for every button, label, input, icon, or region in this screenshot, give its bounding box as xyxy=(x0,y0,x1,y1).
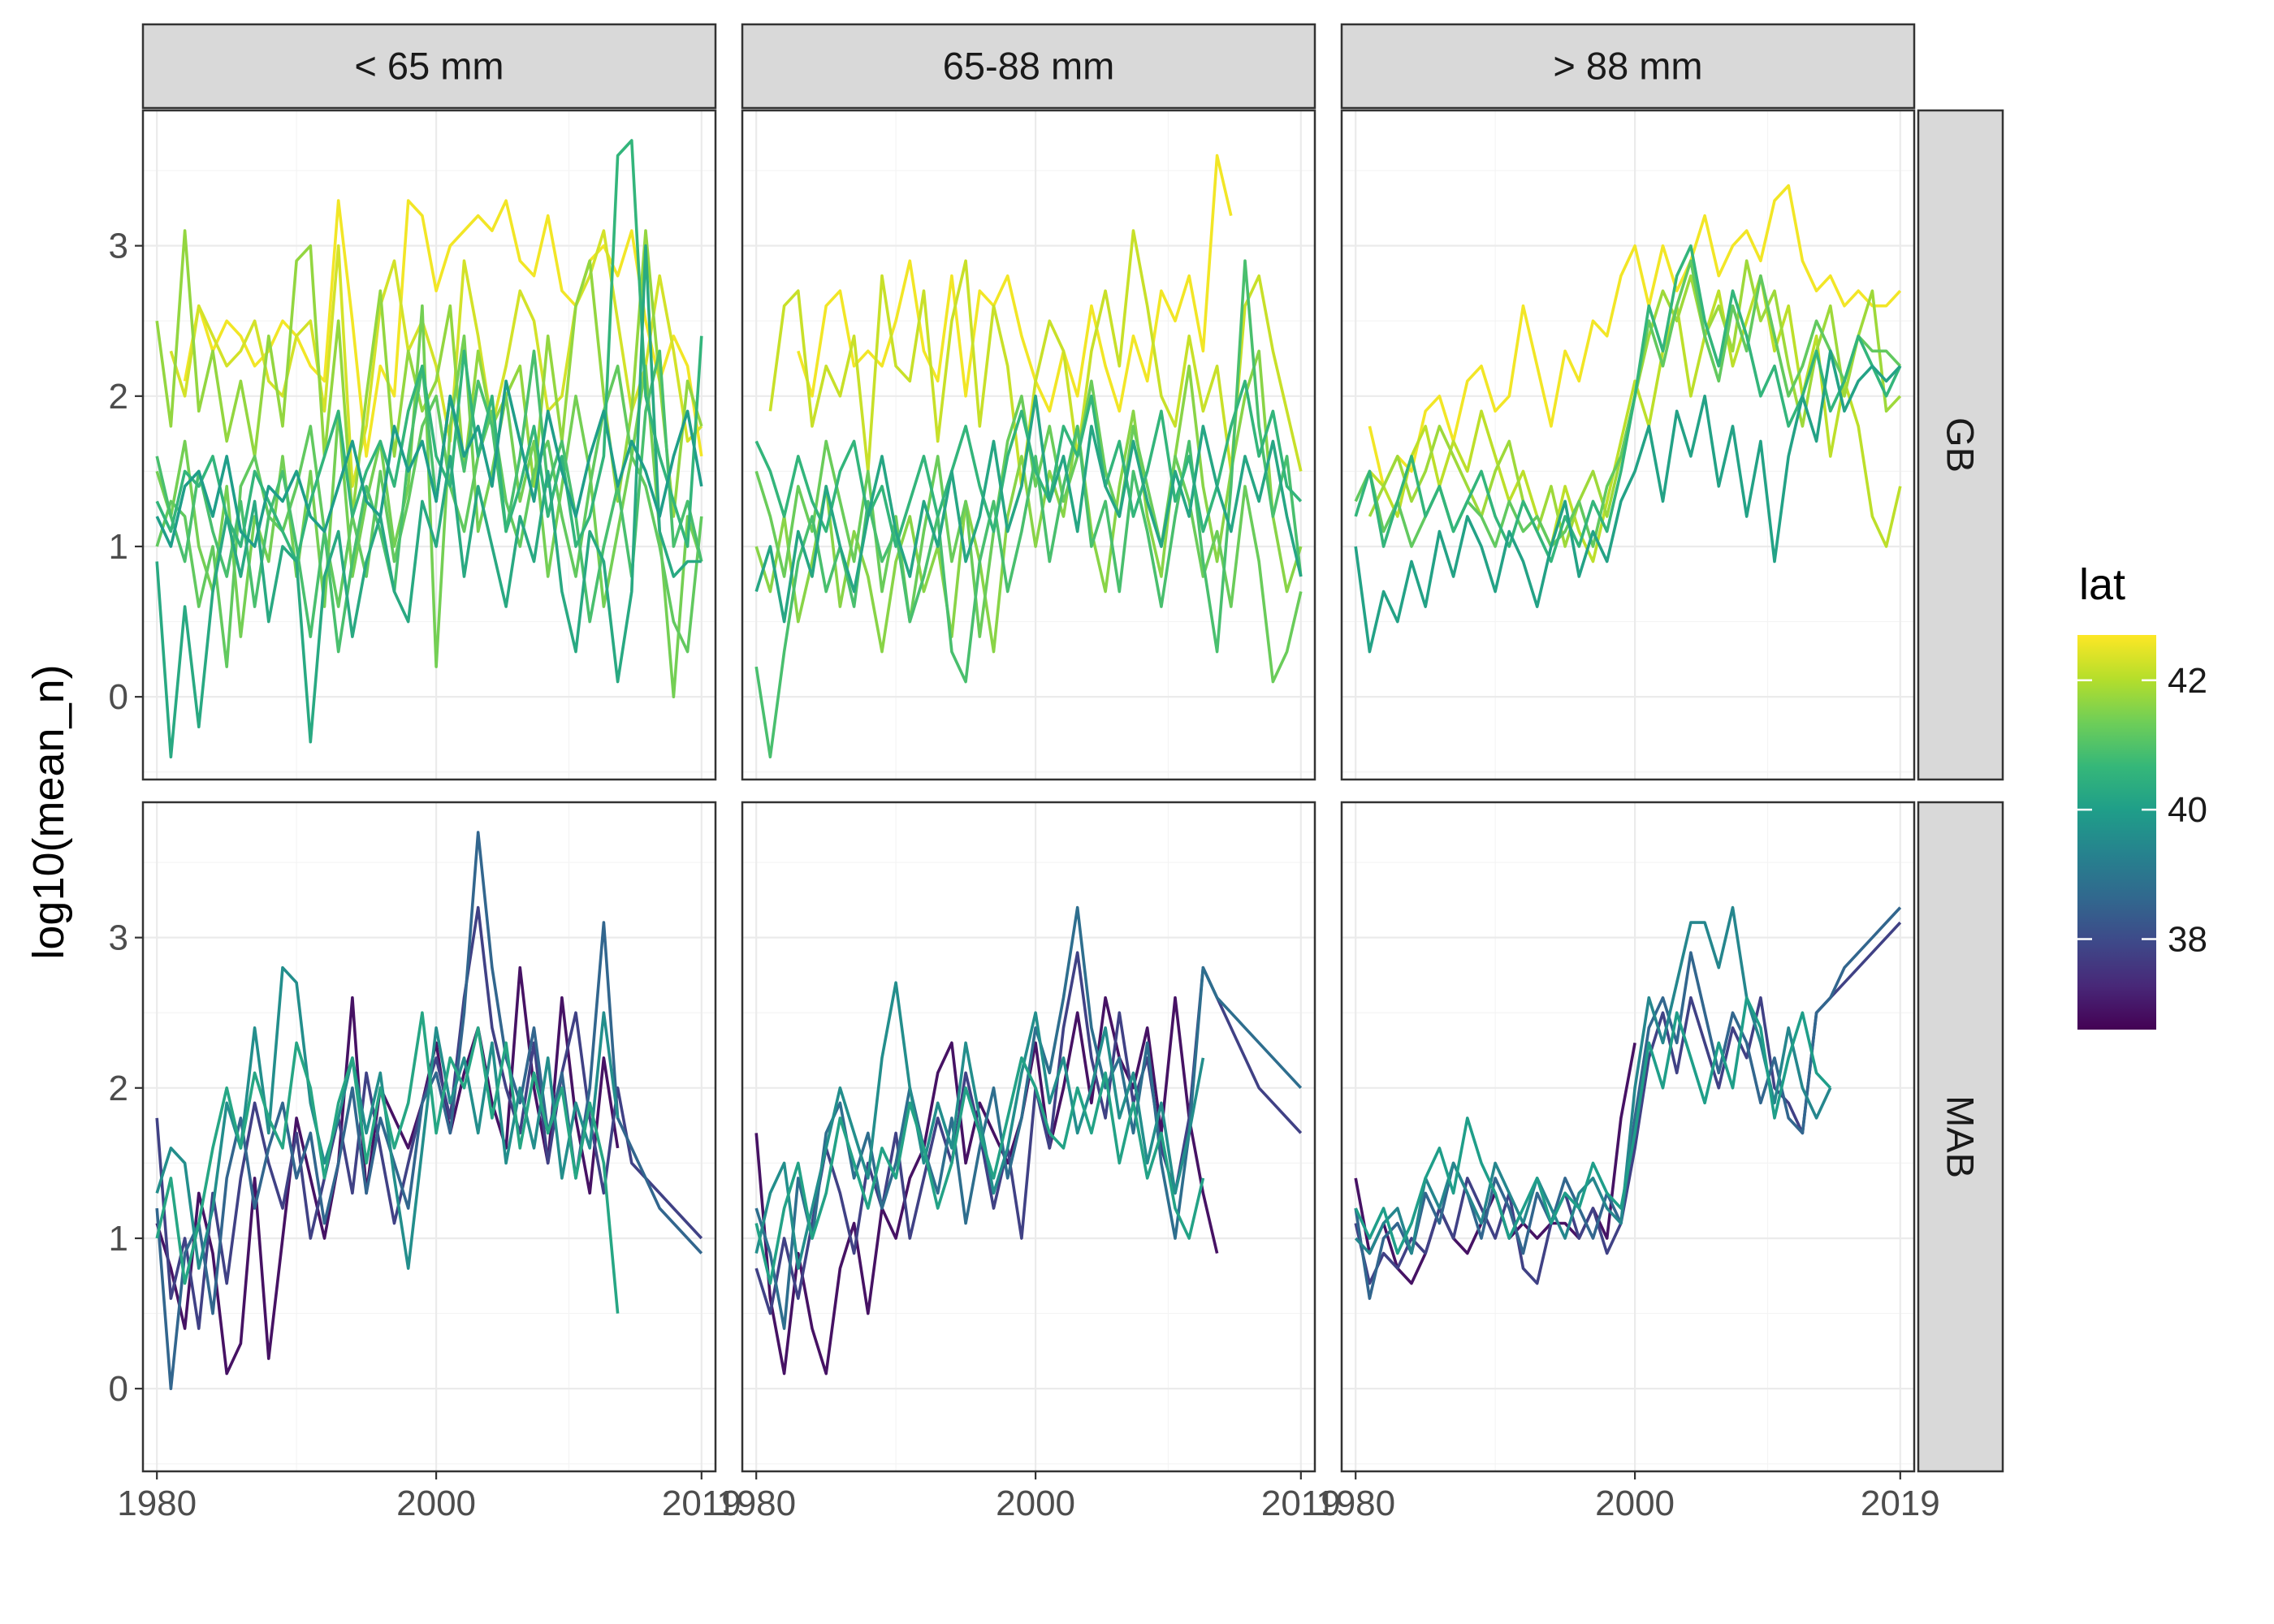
series-group xyxy=(155,139,703,759)
series-group xyxy=(1354,905,1902,1300)
series-line xyxy=(1354,349,1902,654)
series-line xyxy=(169,229,703,488)
color-legend: lat 38 40 42 xyxy=(2077,560,2207,1030)
series-group xyxy=(754,905,1303,1376)
panel xyxy=(741,109,1316,781)
legend-colorbar xyxy=(2077,635,2156,1030)
y-tick-label: 1 xyxy=(109,1219,128,1259)
panel xyxy=(741,801,1316,1473)
y-tick-label: 0 xyxy=(109,1369,128,1409)
facet-row-label: GB xyxy=(1939,417,1982,473)
facet-strip-column: 65-88 mm xyxy=(741,23,1316,110)
panel-border xyxy=(741,109,1316,781)
series-line xyxy=(1368,184,1902,488)
series-line xyxy=(754,394,1303,624)
series-line xyxy=(1354,996,1832,1255)
y-axis-layer: 0 1 2 3 0 1 2 3 xyxy=(109,227,143,1409)
series-line xyxy=(155,139,703,564)
strip-background xyxy=(1340,23,1916,110)
panel xyxy=(1340,109,1916,781)
panels-layer: < 65 mm 65-88 mm > 88 mm GB MAB xyxy=(141,23,2004,1473)
x-tick-label: 1980 xyxy=(1316,1484,1395,1523)
series-line xyxy=(768,229,1303,488)
strip-background xyxy=(741,23,1316,110)
series-line xyxy=(754,1056,1205,1285)
x-tick-label: 2000 xyxy=(396,1484,476,1523)
legend-ticks: 38 40 42 xyxy=(2077,661,2207,959)
panel xyxy=(141,109,717,781)
series-group xyxy=(754,153,1303,759)
series-line xyxy=(1354,244,1902,564)
panel-border xyxy=(1340,801,1916,1473)
panel-border xyxy=(141,109,717,781)
series-line xyxy=(1354,905,1832,1255)
x-tick-label: 1980 xyxy=(716,1484,796,1523)
y-tick-label: 2 xyxy=(109,377,128,417)
x-tick-label: 1980 xyxy=(117,1484,197,1523)
facet-row-label: MAB xyxy=(1939,1095,1982,1178)
y-tick-label: 3 xyxy=(109,227,128,266)
facet-strip-row: MAB xyxy=(1917,801,2004,1473)
facet-strip-column: > 88 mm xyxy=(1340,23,1916,110)
panel xyxy=(1340,801,1916,1473)
series-group xyxy=(155,831,703,1390)
x-tick-label: 2019 xyxy=(662,1484,741,1523)
series-line xyxy=(754,259,1303,759)
x-tick-label: 2019 xyxy=(1261,1484,1341,1523)
facet-column-label: < 65 mm xyxy=(354,45,504,88)
series-group xyxy=(1354,184,1902,654)
facet-column-label: > 88 mm xyxy=(1553,45,1702,88)
legend-tick-label: 40 xyxy=(2168,790,2207,830)
series-line xyxy=(155,379,703,548)
x-tick-label: 2019 xyxy=(1861,1484,1940,1523)
y-tick-label: 1 xyxy=(109,527,128,567)
strip-background xyxy=(1917,801,2004,1473)
facet-column-label: 65-88 mm xyxy=(943,45,1115,88)
series-line xyxy=(155,304,703,699)
panel-background xyxy=(1342,802,1914,1471)
series-line xyxy=(797,153,1233,413)
series-line xyxy=(1368,274,1902,564)
facet-strip-column: < 65 mm xyxy=(141,23,717,110)
x-tick-label: 2000 xyxy=(1595,1484,1675,1523)
panel xyxy=(141,801,717,1473)
y-tick-label: 3 xyxy=(109,918,128,958)
panel-border xyxy=(1340,109,1916,781)
series-line xyxy=(155,965,620,1376)
series-line xyxy=(155,349,703,654)
panel-border xyxy=(141,801,717,1473)
panel-border xyxy=(741,801,1316,1473)
strip-background xyxy=(1917,109,2004,781)
y-tick-label: 2 xyxy=(109,1069,128,1108)
series-line xyxy=(754,981,1205,1270)
strip-background xyxy=(141,23,717,110)
x-tick-label: 2000 xyxy=(996,1484,1075,1523)
legend-tick-label: 42 xyxy=(2168,661,2207,701)
legend-title: lat xyxy=(2079,560,2125,609)
legend-tick-label: 38 xyxy=(2168,919,2207,959)
y-axis-title: log10(mean_n) xyxy=(24,664,73,959)
facet-strip-row: GB xyxy=(1917,109,2004,781)
panel-background xyxy=(1342,110,1914,780)
y-tick-label: 0 xyxy=(109,677,128,717)
series-line xyxy=(155,1011,620,1314)
